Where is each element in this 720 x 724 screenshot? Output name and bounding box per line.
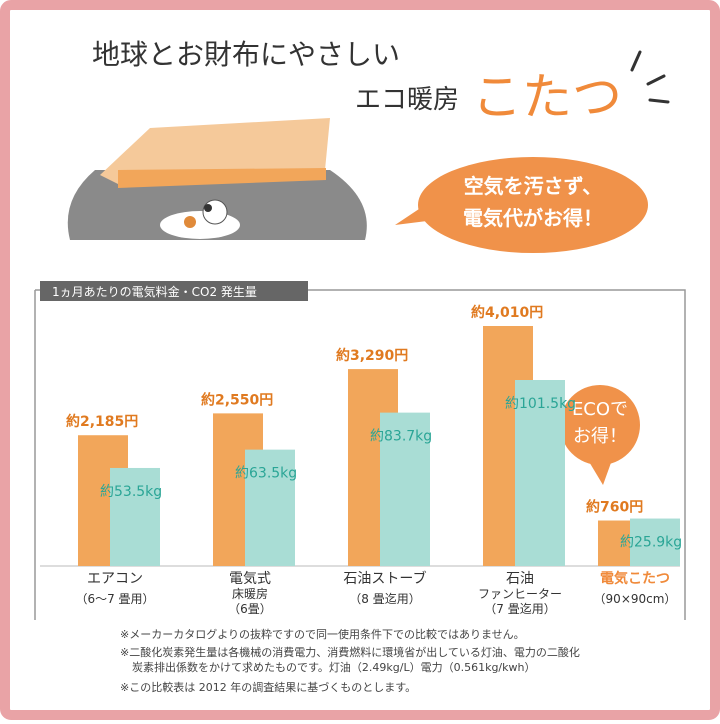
bar	[515, 380, 565, 566]
note: ※二酸化炭素発生量は各機械の消費電力、消費燃料に環境省が出している灯油、電力の二…	[120, 645, 580, 659]
bar	[110, 467, 160, 566]
kotatsu-illustration	[67, 118, 367, 240]
category-label: 石油	[506, 571, 534, 587]
category-label: （8 畳迄用）	[349, 592, 420, 606]
value-label: 約3,290円	[336, 347, 408, 364]
category-label: （7 畳迄用）	[484, 602, 555, 616]
value-label: 約53.5kg	[100, 484, 162, 500]
category-label: 床暖房	[232, 586, 268, 601]
category-label: 電気式	[229, 571, 271, 587]
category-label: エアコン	[87, 571, 143, 587]
category-label: 石油ストーブ	[343, 570, 426, 587]
note: ※メーカーカタログよりの抜粋ですので同一使用条件下での比較ではありません。	[120, 627, 525, 641]
bar	[630, 518, 680, 566]
header-line2: エコ暖房	[355, 85, 459, 115]
category-label: 電気こたつ	[600, 570, 670, 587]
category-label: （90×90cm）	[594, 592, 677, 606]
value-label: 約63.5kg	[235, 466, 297, 482]
category-label: ファンヒーター	[478, 587, 562, 601]
note: 炭素排出係数をかけて求めたものです。灯油（2.49kg/L）電力（0.561kg…	[132, 660, 535, 674]
value-label: 約760円	[586, 499, 643, 516]
bubble-text: 電気代がお得！	[463, 206, 603, 230]
category-label: （6～7 畳用）	[75, 592, 154, 606]
bar	[380, 412, 430, 566]
eco-bubble: ECOで お得！	[560, 385, 640, 485]
speech-bubble: 空気を汚さず、 電気代がお得！	[395, 157, 648, 253]
value-label: 約2,185円	[66, 413, 138, 430]
accent-lines	[630, 50, 670, 104]
value-label: 約83.7kg	[370, 429, 432, 445]
value-label: 約4,010円	[471, 304, 543, 321]
bar	[245, 449, 295, 566]
bubble-text: 空気を汚さず、	[464, 174, 603, 198]
header-highlight: こたつ	[472, 68, 622, 126]
chart-title: 1ヵ月あたりの電気料金・CO2 発生量	[52, 284, 257, 299]
note: ※この比較表は 2012 年の調査結果に基づくものとします。	[120, 680, 416, 694]
category-label: （6畳）	[228, 602, 272, 616]
value-label: 約101.5kg	[505, 396, 576, 412]
value-label: 約2,550円	[201, 391, 273, 408]
value-label: 約25.9kg	[620, 535, 682, 551]
eco-text: ECOで	[572, 399, 628, 420]
eco-text: お得！	[573, 426, 627, 447]
header-line1: 地球とお財布にやさしい	[92, 38, 400, 71]
chart-title-tab	[40, 281, 308, 301]
